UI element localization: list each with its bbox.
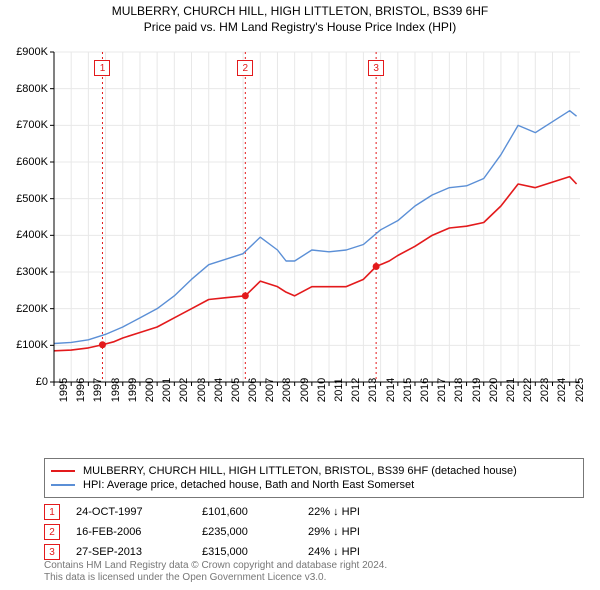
- x-tick-label: 2007: [264, 378, 276, 402]
- sale-event-2: 2 16-FEB-2006 £235,000 29% ↓ HPI: [44, 524, 584, 540]
- x-tick-label: 2005: [230, 378, 242, 402]
- legend: MULBERRY, CHURCH HILL, HIGH LITTLETON, B…: [44, 458, 584, 498]
- x-tick-label: 2011: [333, 378, 345, 402]
- x-tick-label: 2001: [161, 378, 173, 402]
- x-tick-label: 2018: [453, 378, 465, 402]
- chart-svg: [44, 48, 584, 418]
- x-tick-label: 2022: [522, 378, 534, 402]
- x-tick-label: 2013: [367, 378, 379, 402]
- chart-title: MULBERRY, CHURCH HILL, HIGH LITTLETON, B…: [0, 0, 600, 35]
- x-tick-label: 2003: [196, 378, 208, 402]
- x-tick-label: 2009: [299, 378, 311, 402]
- event-delta-1: 22% ↓ HPI: [308, 506, 360, 518]
- event-marker-1: 1: [44, 504, 60, 520]
- x-tick-label: 2020: [488, 378, 500, 402]
- sale-events: 1 24-OCT-1997 £101,600 22% ↓ HPI 2 16-FE…: [44, 500, 584, 564]
- legend-item-hpi: HPI: Average price, detached house, Bath…: [51, 479, 577, 491]
- x-tick-label: 1998: [110, 378, 122, 402]
- y-tick-label: £600K: [0, 156, 48, 168]
- legend-swatch-property: [51, 470, 75, 472]
- legend-swatch-hpi: [51, 484, 75, 486]
- event-delta-3: 24% ↓ HPI: [308, 546, 360, 558]
- x-tick-label: 2024: [556, 378, 568, 402]
- x-tick-label: 2023: [539, 378, 551, 402]
- x-tick-label: 2016: [419, 378, 431, 402]
- footer-line-2: This data is licensed under the Open Gov…: [44, 572, 584, 584]
- event-price-2: £235,000: [202, 526, 292, 538]
- event-marker-3: 3: [44, 544, 60, 560]
- sale-event-1: 1 24-OCT-1997 £101,600 22% ↓ HPI: [44, 504, 584, 520]
- event-delta-2: 29% ↓ HPI: [308, 526, 360, 538]
- x-tick-label: 2010: [316, 378, 328, 402]
- footer-line-1: Contains HM Land Registry data © Crown c…: [44, 560, 584, 572]
- x-tick-label: 2004: [213, 378, 225, 402]
- title-line-1: MULBERRY, CHURCH HILL, HIGH LITTLETON, B…: [0, 4, 600, 20]
- x-tick-label: 2000: [144, 378, 156, 402]
- sale-event-3: 3 27-SEP-2013 £315,000 24% ↓ HPI: [44, 544, 584, 560]
- event-price-1: £101,600: [202, 506, 292, 518]
- chart-marker: 3: [368, 60, 384, 76]
- x-tick-label: 1996: [75, 378, 87, 402]
- event-date-1: 24-OCT-1997: [76, 506, 186, 518]
- y-tick-label: £400K: [0, 229, 48, 241]
- x-tick-label: 2014: [385, 378, 397, 402]
- x-tick-label: 1999: [127, 378, 139, 402]
- y-tick-label: £0: [0, 376, 48, 388]
- x-tick-label: 1995: [58, 378, 70, 402]
- y-tick-label: £500K: [0, 193, 48, 205]
- chart-marker: 2: [237, 60, 253, 76]
- y-tick-label: £900K: [0, 46, 48, 58]
- legend-label-hpi: HPI: Average price, detached house, Bath…: [83, 479, 414, 491]
- legend-item-property: MULBERRY, CHURCH HILL, HIGH LITTLETON, B…: [51, 465, 577, 477]
- legend-label-property: MULBERRY, CHURCH HILL, HIGH LITTLETON, B…: [83, 465, 517, 477]
- footer-attribution: Contains HM Land Registry data © Crown c…: [44, 560, 584, 584]
- x-tick-label: 2012: [350, 378, 362, 402]
- title-line-2: Price paid vs. HM Land Registry's House …: [0, 20, 600, 36]
- x-tick-label: 2019: [471, 378, 483, 402]
- x-tick-label: 2006: [247, 378, 259, 402]
- x-tick-label: 2002: [178, 378, 190, 402]
- x-tick-label: 1997: [92, 378, 104, 402]
- event-price-3: £315,000: [202, 546, 292, 558]
- y-tick-label: £300K: [0, 266, 48, 278]
- y-tick-label: £700K: [0, 119, 48, 131]
- y-tick-label: £200K: [0, 303, 48, 315]
- y-tick-label: £800K: [0, 83, 48, 95]
- event-date-3: 27-SEP-2013: [76, 546, 186, 558]
- x-tick-label: 2017: [436, 378, 448, 402]
- x-tick-label: 2008: [281, 378, 293, 402]
- event-date-2: 16-FEB-2006: [76, 526, 186, 538]
- y-tick-label: £100K: [0, 339, 48, 351]
- chart-area: [44, 48, 584, 418]
- chart-marker: 1: [94, 60, 110, 76]
- x-tick-label: 2021: [505, 378, 517, 402]
- event-marker-2: 2: [44, 524, 60, 540]
- x-tick-label: 2025: [574, 378, 586, 402]
- x-tick-label: 2015: [402, 378, 414, 402]
